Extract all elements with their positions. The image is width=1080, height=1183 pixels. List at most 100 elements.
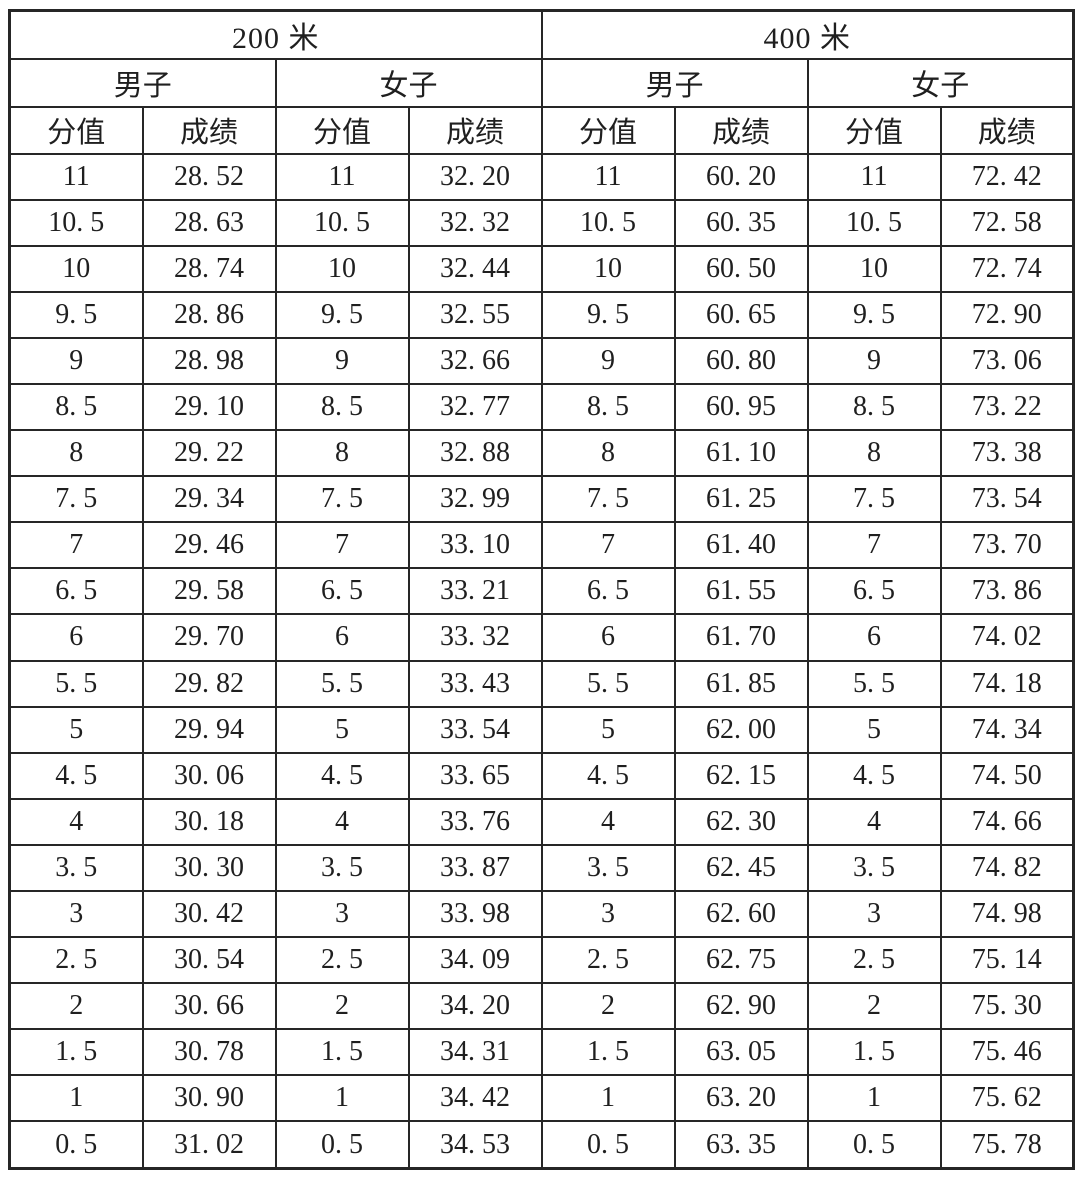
- score-cell: 34. 20: [407, 982, 543, 1031]
- score-cell: 29. 10: [141, 382, 277, 432]
- score-cell: 28. 98: [141, 336, 277, 385]
- score-cell: 74. 98: [939, 889, 1075, 939]
- score-cell: 1: [806, 1074, 942, 1123]
- score-cell: 4: [274, 797, 410, 846]
- score-cell: 1. 5: [540, 1028, 676, 1077]
- score-cell: 0. 5: [8, 1120, 144, 1170]
- score-cell: 1: [540, 1074, 676, 1123]
- section-title-400m: 400 米: [540, 9, 1075, 60]
- score-cell: 4: [806, 797, 942, 846]
- score-cell: 72. 74: [939, 244, 1075, 293]
- score-cell: 62. 90: [673, 982, 809, 1031]
- score-cell: 72. 58: [939, 198, 1075, 247]
- score-cell: 63. 05: [673, 1028, 809, 1077]
- score-cell: 10: [540, 244, 676, 293]
- score-cell: 33. 76: [407, 797, 543, 846]
- score-cell: 1: [274, 1074, 410, 1123]
- score-cell: 75. 46: [939, 1028, 1075, 1077]
- score-cell: 28. 74: [141, 244, 277, 293]
- score-cell: 31. 02: [141, 1120, 277, 1170]
- table-row: 1. 5 30. 78 1. 5 34. 31 1. 5 63. 05 1. 5 75. 46: [8, 1028, 1075, 1077]
- column-header-result: 成绩: [141, 105, 277, 155]
- score-cell: 32. 88: [407, 429, 543, 478]
- score-cell: 6: [540, 613, 676, 662]
- score-cell: 9: [540, 336, 676, 385]
- gender-header-200m-women: 女子: [274, 57, 543, 108]
- score-cell: 61. 85: [673, 659, 809, 708]
- score-cell: 1. 5: [274, 1028, 410, 1077]
- score-cell: 33. 32: [407, 613, 543, 662]
- score-cell: 7. 5: [806, 475, 942, 524]
- score-cell: 6. 5: [806, 567, 942, 616]
- score-cell: 6. 5: [274, 567, 410, 616]
- score-cell: 61. 40: [673, 521, 809, 570]
- score-cell: 8. 5: [806, 382, 942, 432]
- column-header-score: 分值: [274, 105, 410, 155]
- table-row: 6. 5 29. 58 6. 5 33. 21 6. 5 61. 55 6. 5 73. 86: [8, 567, 1075, 616]
- score-cell: 5: [806, 705, 942, 754]
- score-cell: 6. 5: [540, 567, 676, 616]
- column-header-score: 分值: [806, 105, 942, 155]
- score-cell: 33. 65: [407, 751, 543, 800]
- gender-header-200m-men: 男子: [8, 57, 277, 108]
- table-row: 11 28. 52 11 32. 20 11 60. 20 11 72. 42: [8, 152, 1075, 201]
- gender-header-row: 男子 女子 男子 女子: [8, 57, 1075, 108]
- score-cell: 29. 58: [141, 567, 277, 616]
- score-cell: 5: [274, 705, 410, 754]
- score-cell: 32. 20: [407, 152, 543, 201]
- score-cell: 3: [8, 889, 144, 939]
- score-table: 200 米 400 米 男子 女子 男子 女子 分值 成绩 分值 成绩 分值 成…: [8, 9, 1075, 1170]
- score-cell: 6: [8, 613, 144, 662]
- gender-header-400m-women: 女子: [806, 57, 1075, 108]
- score-cell: 73. 54: [939, 475, 1075, 524]
- score-cell: 3. 5: [8, 843, 144, 893]
- score-cell: 8. 5: [274, 382, 410, 432]
- score-cell: 9. 5: [8, 290, 144, 339]
- score-cell: 32. 32: [407, 198, 543, 247]
- score-cell: 7. 5: [540, 475, 676, 524]
- score-cell: 7. 5: [8, 475, 144, 524]
- score-cell: 2. 5: [806, 936, 942, 985]
- score-cell: 2: [806, 982, 942, 1031]
- score-cell: 32. 44: [407, 244, 543, 293]
- score-cell: 7: [540, 521, 676, 570]
- score-cell: 30. 06: [141, 751, 277, 800]
- score-cell: 10. 5: [274, 198, 410, 247]
- score-cell: 34. 42: [407, 1074, 543, 1123]
- score-cell: 32. 99: [407, 475, 543, 524]
- table-row: 9 28. 98 9 32. 66 9 60. 80 9 73. 06: [8, 336, 1075, 385]
- table-row: 6 29. 70 6 33. 32 6 61. 70 6 74. 02: [8, 613, 1075, 662]
- score-cell: 60. 80: [673, 336, 809, 385]
- score-cell: 74. 82: [939, 843, 1075, 893]
- score-cell: 33. 87: [407, 843, 543, 893]
- score-cell: 34. 09: [407, 936, 543, 985]
- score-cell: 2. 5: [8, 936, 144, 985]
- column-header-result: 成绩: [939, 105, 1075, 155]
- gender-header-400m-men: 男子: [540, 57, 809, 108]
- table-body: 11 28. 52 11 32. 20 11 60. 20 11 72. 42 10. 5 28.…: [8, 152, 1075, 1170]
- score-cell: 34. 31: [407, 1028, 543, 1077]
- score-cell: 34. 53: [407, 1120, 543, 1170]
- score-cell: 32. 66: [407, 336, 543, 385]
- score-cell: 3: [806, 889, 942, 939]
- score-cell: 33. 10: [407, 521, 543, 570]
- table-row: 4. 5 30. 06 4. 5 33. 65 4. 5 62. 15 4. 5 74. 50: [8, 751, 1075, 800]
- score-cell: 3: [274, 889, 410, 939]
- table-row: 4 30. 18 4 33. 76 4 62. 30 4 74. 66: [8, 797, 1075, 846]
- score-cell: 75. 78: [939, 1120, 1075, 1170]
- score-cell: 60. 65: [673, 290, 809, 339]
- table-row: 7. 5 29. 34 7. 5 32. 99 7. 5 61. 25 7. 5 73. 54: [8, 475, 1075, 524]
- score-cell: 9. 5: [806, 290, 942, 339]
- score-cell: 4. 5: [806, 751, 942, 800]
- score-cell: 74. 50: [939, 751, 1075, 800]
- score-cell: 2: [8, 982, 144, 1031]
- column-header-score: 分值: [8, 105, 144, 155]
- score-cell: 28. 63: [141, 198, 277, 247]
- score-cell: 10. 5: [806, 198, 942, 247]
- score-cell: 32. 55: [407, 290, 543, 339]
- score-cell: 73. 06: [939, 336, 1075, 385]
- score-cell: 9. 5: [274, 290, 410, 339]
- score-cell: 28. 86: [141, 290, 277, 339]
- score-cell: 7. 5: [274, 475, 410, 524]
